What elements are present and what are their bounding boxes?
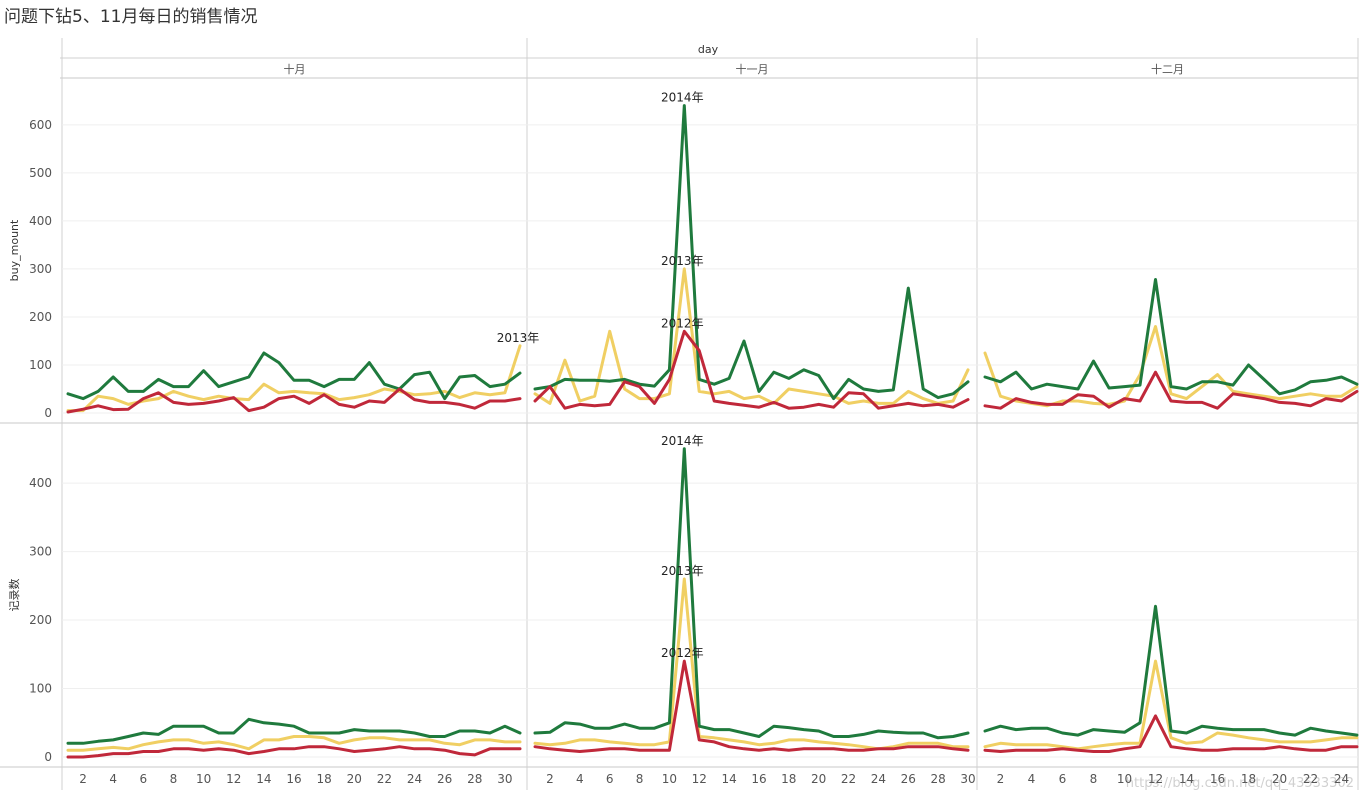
x-tick-label: 14 bbox=[256, 772, 271, 786]
series-line-2012年-row2-panel3 bbox=[983, 714, 1359, 753]
x-tick-label: 22 bbox=[1303, 772, 1318, 786]
y-axis-label-row2: 记录数 bbox=[8, 579, 21, 612]
data-annotation-row1-1: 2014年 bbox=[661, 91, 704, 105]
data-annotation-row1-3: 2012年 bbox=[661, 316, 704, 330]
series-line-2014年-row2-panel2 bbox=[533, 447, 970, 740]
y-tick-label: 200 bbox=[29, 310, 52, 324]
series-line-2013年-row2-panel2 bbox=[533, 577, 970, 751]
series-line-2012年-row1-panel3 bbox=[983, 370, 1359, 410]
column-header-day: day bbox=[698, 43, 719, 56]
x-tick-label: 2 bbox=[546, 772, 554, 786]
x-tick-label: 26 bbox=[437, 772, 452, 786]
x-tick-label: 12 bbox=[226, 772, 241, 786]
x-tick-label: 8 bbox=[636, 772, 644, 786]
x-tick-label: 28 bbox=[930, 772, 945, 786]
data-annotation-row2-1: 2013年 bbox=[661, 564, 704, 578]
x-tick-label: 18 bbox=[1241, 772, 1256, 786]
y-axis-label-row1: buy_mount bbox=[8, 219, 21, 281]
x-tick-label: 20 bbox=[811, 772, 826, 786]
series-line-2012年-row2-panel2 bbox=[533, 659, 970, 753]
y-tick-label: 0 bbox=[44, 750, 52, 764]
x-tick-label: 10 bbox=[662, 772, 677, 786]
y-tick-label: 400 bbox=[29, 476, 52, 490]
data-annotation-row1-0: 2013年 bbox=[497, 331, 540, 345]
y-tick-label: 200 bbox=[29, 613, 52, 627]
x-tick-label: 12 bbox=[692, 772, 707, 786]
x-tick-label: 6 bbox=[606, 772, 614, 786]
series-line-2014年-row1-panel3 bbox=[983, 278, 1359, 396]
y-tick-label: 400 bbox=[29, 214, 52, 228]
panel-header-1: 十月 bbox=[284, 62, 306, 76]
data-annotation-row1-2: 2013年 bbox=[661, 254, 704, 268]
x-tick-label: 16 bbox=[751, 772, 766, 786]
x-tick-label: 20 bbox=[1272, 772, 1287, 786]
panel-header-3: 十二月 bbox=[1151, 62, 1184, 76]
x-tick-label: 4 bbox=[109, 772, 117, 786]
y-tick-label: 100 bbox=[29, 682, 52, 696]
x-tick-label: 12 bbox=[1148, 772, 1163, 786]
x-tick-label: 6 bbox=[140, 772, 148, 786]
x-tick-label: 2 bbox=[997, 772, 1005, 786]
x-tick-label: 18 bbox=[316, 772, 331, 786]
series-line-2013年-row1-panel1 bbox=[66, 344, 522, 413]
series-line-2013年-row2-panel1 bbox=[66, 735, 522, 752]
x-tick-label: 4 bbox=[576, 772, 584, 786]
x-tick-label: 22 bbox=[377, 772, 392, 786]
x-tick-label: 30 bbox=[960, 772, 975, 786]
y-tick-label: 100 bbox=[29, 358, 52, 372]
series-line-2013年-row1-panel3 bbox=[983, 325, 1359, 408]
x-tick-label: 8 bbox=[1090, 772, 1098, 786]
series-line-2013年-row2-panel3 bbox=[983, 659, 1359, 751]
series-line-2013年-row1-panel2 bbox=[533, 267, 970, 405]
series-line-2014年-row2-panel3 bbox=[983, 604, 1359, 737]
data-annotation-row2-0: 2014年 bbox=[661, 434, 704, 448]
x-tick-label: 10 bbox=[1117, 772, 1132, 786]
x-tick-label: 6 bbox=[1059, 772, 1067, 786]
x-tick-label: 8 bbox=[170, 772, 178, 786]
x-tick-label: 28 bbox=[467, 772, 482, 786]
x-tick-label: 22 bbox=[841, 772, 856, 786]
x-tick-label: 20 bbox=[347, 772, 362, 786]
x-tick-label: 24 bbox=[407, 772, 422, 786]
x-tick-label: 16 bbox=[286, 772, 301, 786]
y-tick-label: 500 bbox=[29, 166, 52, 180]
x-tick-label: 16 bbox=[1210, 772, 1225, 786]
x-tick-label: 24 bbox=[871, 772, 886, 786]
y-tick-label: 600 bbox=[29, 118, 52, 132]
series-line-2012年-row1-panel2 bbox=[533, 329, 970, 410]
watermark-text: https://blog.csdn.net/qq_43533302 bbox=[1125, 776, 1354, 791]
panel-header-2: 十一月 bbox=[736, 62, 769, 76]
series-line-2014年-row1-panel1 bbox=[66, 351, 522, 401]
x-tick-label: 10 bbox=[196, 772, 211, 786]
x-tick-label: 18 bbox=[781, 772, 796, 786]
series-line-2012年-row1-panel1 bbox=[66, 387, 522, 414]
x-tick-label: 30 bbox=[497, 772, 512, 786]
data-annotation-row2-2: 2012年 bbox=[661, 646, 704, 660]
x-tick-label: 14 bbox=[1179, 772, 1194, 786]
series-line-2012年-row2-panel1 bbox=[66, 745, 522, 759]
x-tick-label: 4 bbox=[1028, 772, 1036, 786]
page-title: 问题下钻5、11月每日的销售情况 bbox=[4, 7, 258, 27]
x-tick-label: 26 bbox=[901, 772, 916, 786]
series-line-2014年-row2-panel1 bbox=[66, 717, 522, 745]
y-tick-label: 0 bbox=[44, 406, 52, 420]
y-tick-label: 300 bbox=[29, 262, 52, 276]
y-tick-label: 300 bbox=[29, 545, 52, 559]
x-tick-label: 24 bbox=[1334, 772, 1349, 786]
x-tick-label: 2 bbox=[79, 772, 87, 786]
series-line-2014年-row1-panel2 bbox=[533, 104, 970, 401]
x-tick-label: 14 bbox=[721, 772, 736, 786]
